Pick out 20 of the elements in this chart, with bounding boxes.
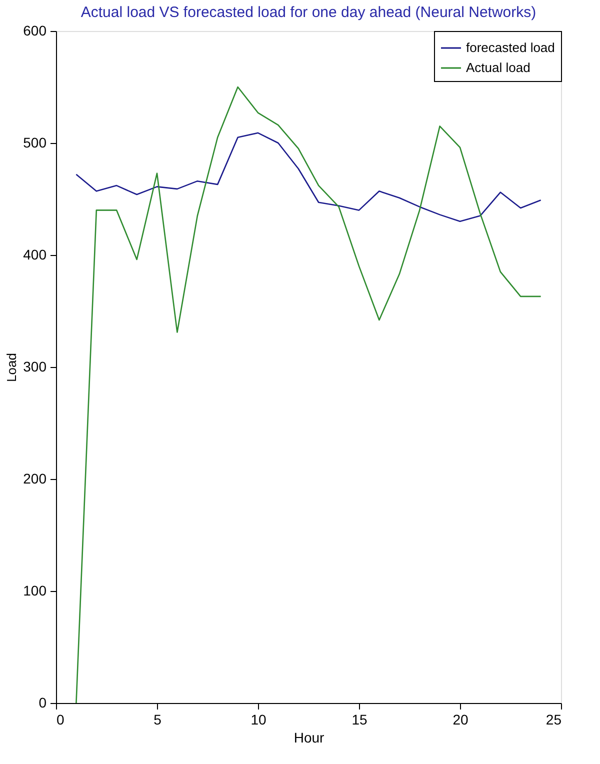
legend-label: Actual load bbox=[466, 60, 530, 75]
chart-title: Actual load VS forecasted load for one day ahead (Neural Networks) bbox=[80, 4, 536, 21]
x-tick-label: 10 bbox=[250, 712, 266, 728]
y-tick-label: 400 bbox=[23, 246, 47, 262]
x-tick-label: 20 bbox=[452, 712, 468, 728]
y-tick-label: 600 bbox=[23, 22, 47, 38]
x-tick-label: 25 bbox=[546, 712, 562, 728]
x-axis-title: Hour bbox=[294, 730, 325, 746]
y-tick-label: 200 bbox=[23, 470, 47, 486]
line-series bbox=[76, 86, 542, 704]
line-series bbox=[76, 132, 542, 222]
x-tick-label: 15 bbox=[352, 712, 368, 728]
y-tick-label: 500 bbox=[23, 134, 47, 150]
y-tick-label: 0 bbox=[38, 694, 47, 710]
x-tick-label: 5 bbox=[154, 712, 162, 728]
x-tick-label: 0 bbox=[56, 712, 64, 728]
y-tick-label: 300 bbox=[23, 358, 47, 374]
y-tick-label: 100 bbox=[23, 582, 47, 598]
legend-label: forecasted load bbox=[466, 40, 555, 55]
y-axis-title: Load bbox=[4, 353, 20, 382]
